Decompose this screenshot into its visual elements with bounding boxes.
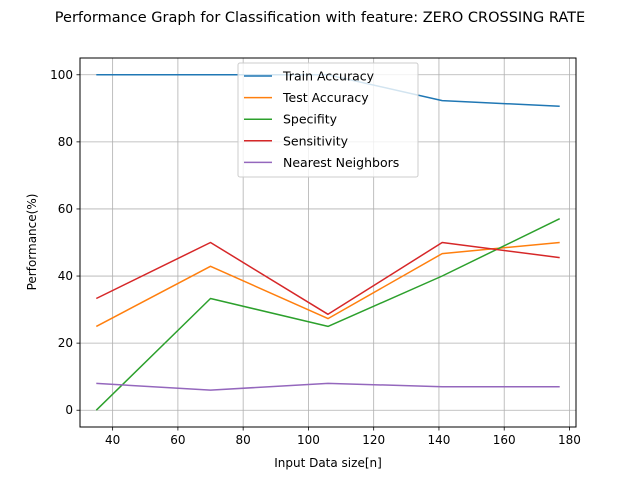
- legend-label-test-accuracy: Test Accuracy: [282, 90, 369, 105]
- y-tick-label: 0: [65, 403, 73, 417]
- axis-ticks: 40 60 80 100 120 140 160 180 0 20 40 60 80 100: [50, 68, 581, 447]
- series-line-test-accuracy: [95, 241, 560, 328]
- x-tick-label: 80: [236, 433, 251, 447]
- x-tick-label: 160: [493, 433, 516, 447]
- series-line-nearest-neighbors: [96, 382, 560, 391]
- y-tick-label: 20: [58, 336, 73, 350]
- legend-label-sensitivity: Sensitivity: [283, 133, 349, 148]
- x-tick-label: 60: [170, 433, 185, 447]
- y-axis-label: Performance(%): [25, 194, 39, 291]
- legend-box: [237, 62, 419, 178]
- x-tick-label: 100: [297, 433, 320, 447]
- chart-title: Performance Graph for Classification wit…: [55, 10, 585, 26]
- legend-label-nearest-neighbors: Nearest Neighbors: [283, 155, 399, 170]
- legend-label-specifity: Specifity: [283, 112, 338, 127]
- y-tick-label: 40: [58, 269, 73, 283]
- x-tick-label: 40: [105, 433, 120, 447]
- x-tick-label: 180: [558, 433, 581, 447]
- legend: Train Accuracy Test Accuracy Specifity Sens…: [237, 62, 419, 178]
- x-tick-label: 120: [362, 433, 385, 447]
- plot-frame: [79, 57, 577, 428]
- y-tick-label: 80: [58, 135, 73, 149]
- y-tick-label: 100: [50, 68, 73, 82]
- x-axis-label: Input Data size[n]: [274, 456, 382, 470]
- y-tick-label: 60: [58, 202, 73, 216]
- legend-label-train-accuracy: Train Accuracy: [282, 69, 375, 84]
- series-line-sensitivity: [95, 241, 560, 316]
- x-tick-label: 140: [427, 433, 450, 447]
- series-line-specifity: [95, 218, 561, 411]
